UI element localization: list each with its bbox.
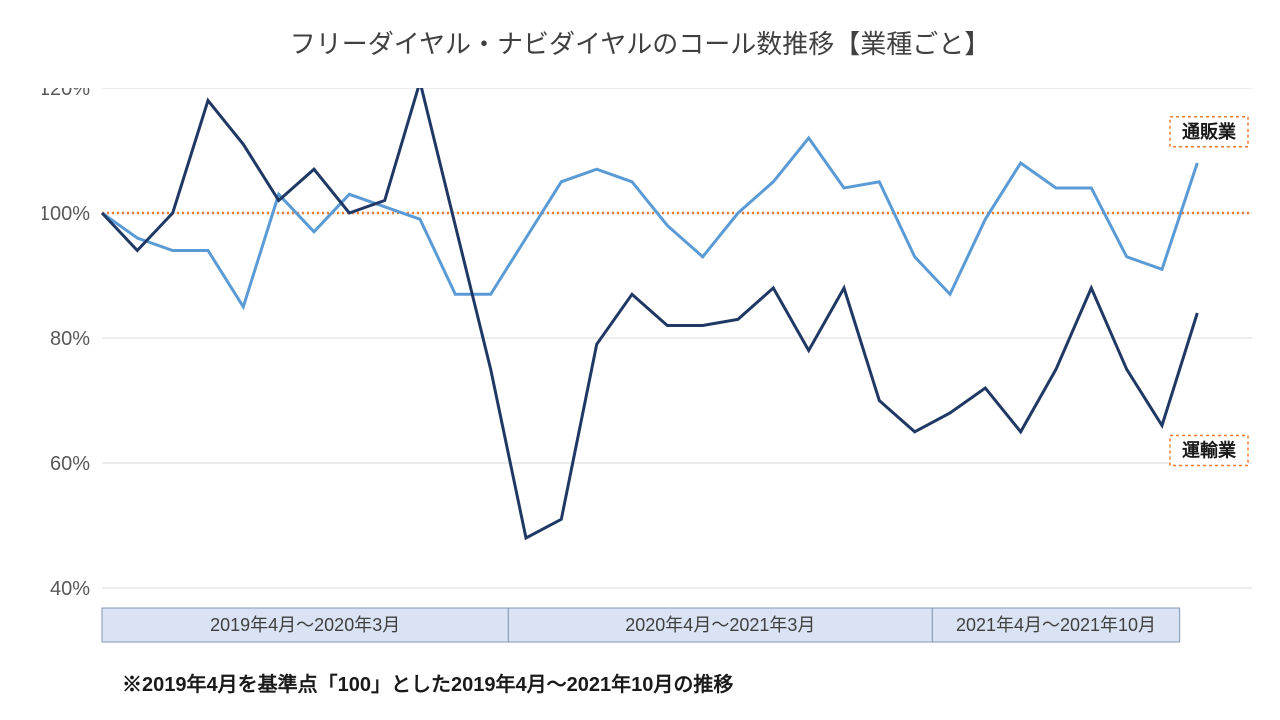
series-通販業 xyxy=(102,138,1197,307)
y-tick-label: 120% xyxy=(42,88,90,100)
period-label: 2019年4月～2020年3月 xyxy=(210,615,400,635)
period-label: 2020年4月～2021年3月 xyxy=(625,615,815,635)
y-tick-label: 40% xyxy=(50,578,90,600)
period-label: 2021年4月～2021年10月 xyxy=(956,615,1156,635)
footnote: ※2019年4月を基準点「100」とした2019年4月～2021年10月の推移 xyxy=(122,668,733,697)
series-運輸業 xyxy=(102,88,1197,538)
y-tick-label: 100% xyxy=(42,203,90,225)
series-label-通販業: 通販業 xyxy=(1182,121,1237,142)
line-chart: 40% 60% 80% 100% 120% 通販業運輸業 2019年4月～2020年3月 20… xyxy=(42,88,1252,648)
chart-container: 40%60%80%100%120%通販業運輸業2019年4月～2020年3月20… xyxy=(42,88,1252,628)
chart-title: フリーダイヤル・ナビダイヤルのコール数推移【業種ごと】 xyxy=(0,24,1280,61)
y-tick-label: 60% xyxy=(50,453,90,475)
y-tick-label: 80% xyxy=(50,328,90,350)
series-label-運輸業: 運輸業 xyxy=(1182,440,1237,461)
